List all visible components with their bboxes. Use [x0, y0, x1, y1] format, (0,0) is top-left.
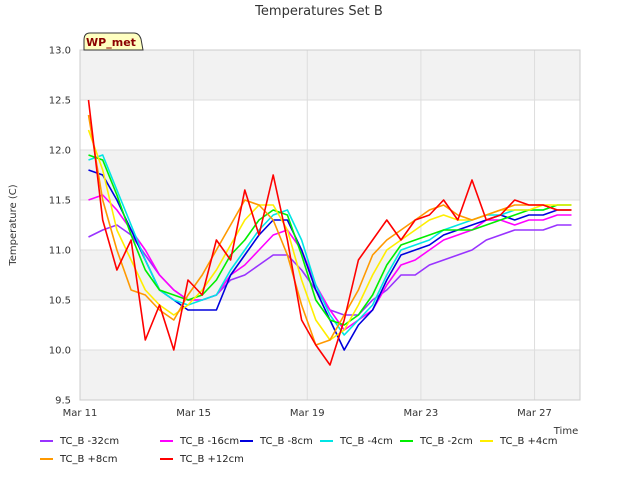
legend-swatch	[40, 458, 53, 460]
legend-label: TC_B -8cm	[260, 436, 313, 447]
x-tick-label: Mar 11	[63, 408, 98, 419]
legend-label: TC_B +8cm	[60, 454, 118, 465]
series-line-tc-b-8cm	[87, 114, 572, 346]
legend-label: TC_B -4cm	[340, 436, 393, 447]
series-lines	[87, 99, 572, 366]
series-line-tc-b-4cm	[88, 154, 572, 336]
legend-item: TC_B -16cm	[160, 436, 239, 447]
plot-bands	[80, 50, 580, 400]
legend-label: TC_B -32cm	[60, 436, 120, 447]
legend-item: TC_B -32cm	[40, 436, 119, 447]
y-tick-label: 10.0	[49, 346, 71, 357]
plot-band	[80, 300, 580, 350]
legend-item: TC_B +8cm	[40, 454, 118, 465]
x-axis-label: Time	[553, 426, 578, 437]
plot-band	[80, 50, 580, 100]
legend-item: TC_B -8cm	[240, 436, 313, 447]
series-line-tc-b-12cm	[87, 99, 572, 366]
plot-band	[80, 350, 580, 400]
legend-swatch	[160, 440, 173, 442]
legend-label: TC_B +4cm	[500, 436, 558, 447]
plot-band	[80, 150, 580, 200]
legend-label: TC_B -2cm	[420, 436, 473, 447]
legend-swatch	[40, 440, 53, 442]
y-tick-label: 9.5	[55, 396, 71, 407]
x-tick-label: Mar 15	[176, 408, 211, 419]
series-line-tc-b-2cm	[88, 154, 572, 326]
station-badge: WP_met	[83, 32, 144, 51]
legend-item: TC_B -4cm	[320, 436, 393, 447]
y-tick-label: 12.5	[49, 96, 71, 107]
y-tick-label: 10.5	[49, 296, 71, 307]
y-tick-label: 11.5	[49, 196, 71, 207]
legend-swatch	[400, 440, 413, 442]
series-line-tc-b-16cm	[88, 194, 572, 331]
legend-label: TC_B -16cm	[180, 436, 240, 447]
y-axis-label: Temperature (C)	[8, 184, 19, 266]
chart-title: Temperatures Set B	[254, 4, 383, 19]
station-badge-label: WP_met	[86, 36, 136, 49]
legend-swatch	[240, 440, 253, 442]
x-tick-label: Mar 19	[290, 408, 325, 419]
x-axis-ticks: Mar 11 Mar 15 Mar 19 Mar 23 Mar 27	[63, 408, 552, 419]
legend-item: TC_B +12cm	[160, 454, 244, 465]
plot-grid	[79, 49, 580, 401]
y-tick-label: 12.0	[49, 146, 71, 157]
y-axis-ticks: 9.5 10.0 10.5 11.0 11.5 12.0 12.5 13.0	[49, 46, 71, 407]
plot-band	[80, 250, 580, 300]
x-tick-label: Mar 23	[404, 408, 439, 419]
plot-band	[80, 200, 580, 250]
legend-swatch	[480, 440, 493, 442]
legend-swatch	[320, 440, 333, 442]
legend-item: TC_B +4cm	[480, 436, 558, 447]
legend-item: TC_B -2cm	[400, 436, 473, 447]
y-tick-label: 13.0	[49, 46, 71, 57]
legend-swatch	[160, 458, 173, 460]
legend-label: TC_B +12cm	[180, 454, 244, 465]
plot-frame	[79, 49, 581, 401]
y-tick-label: 11.0	[49, 246, 71, 257]
plot-band	[80, 100, 580, 150]
x-tick-label: Mar 27	[517, 408, 552, 419]
